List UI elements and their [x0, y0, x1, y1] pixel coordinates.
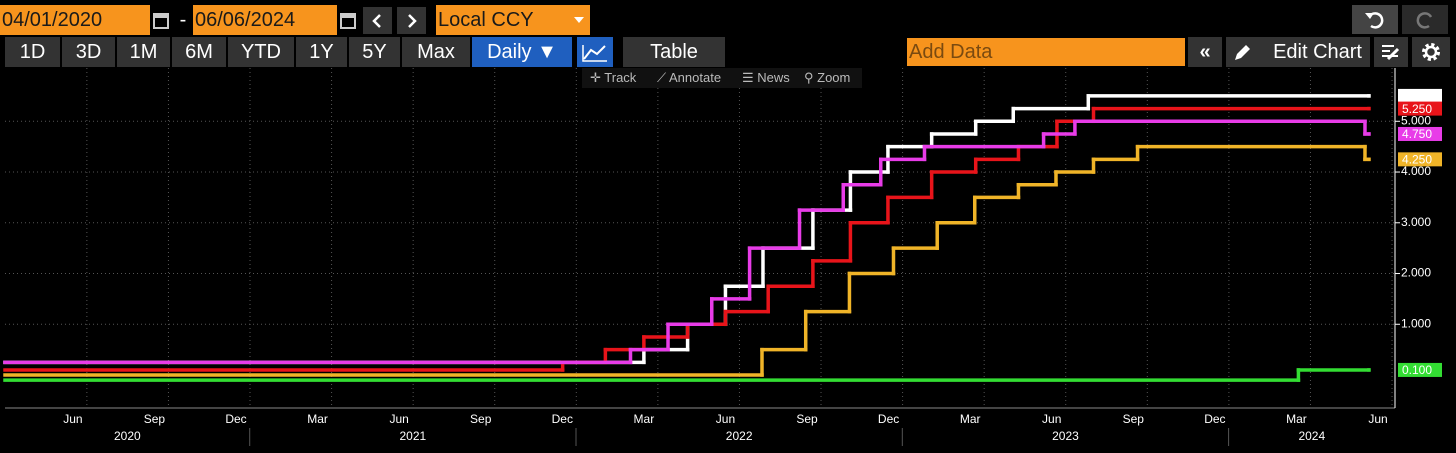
- last-value-tag: [1398, 362, 1442, 377]
- calendar-icon[interactable]: [340, 11, 356, 29]
- date-separator: -: [179, 9, 187, 31]
- year-label: 2021: [400, 429, 427, 443]
- x-tick-label: Sep: [144, 412, 166, 426]
- collapse-button[interactable]: «: [1188, 37, 1222, 67]
- last-value-label: 5.500: [1402, 89, 1432, 103]
- y-tick-label: 2.000: [1401, 266, 1431, 280]
- undo-button[interactable]: [1352, 5, 1398, 34]
- x-tick-label: Jun: [1042, 412, 1061, 426]
- period-button[interactable]: Max: [402, 37, 470, 67]
- x-tick-label: Mar: [307, 412, 328, 426]
- x-tick-label: Dec: [1204, 412, 1225, 426]
- track-tool[interactable]: ✛ Track: [590, 70, 637, 85]
- chart-tools: [582, 68, 862, 88]
- next-button[interactable]: [397, 7, 426, 34]
- year-label: 2024: [1298, 429, 1325, 443]
- currency-select[interactable]: Local CCY: [436, 5, 590, 35]
- y-tick-label: 1.000: [1401, 316, 1431, 330]
- end-date[interactable]: 06/06/2024: [193, 5, 337, 35]
- zoom-tool[interactable]: ⚲ Zoom: [804, 70, 851, 85]
- y-tick-label: 4.000: [1401, 164, 1431, 178]
- last-value-label: 5.250: [1402, 102, 1432, 116]
- x-tick-label: Mar: [960, 412, 981, 426]
- add-data-input[interactable]: Add Data: [907, 38, 1185, 66]
- x-tick-label: Sep: [470, 412, 492, 426]
- period-button[interactable]: 3D: [62, 37, 115, 67]
- settings-button[interactable]: [1412, 37, 1450, 67]
- x-tick-label: Mar: [1286, 412, 1307, 426]
- x-tick-label: Jun: [716, 412, 735, 426]
- x-tick-label: Dec: [225, 412, 246, 426]
- last-value-tag: [1398, 101, 1442, 116]
- tool-text: Track: [604, 70, 637, 85]
- last-value-label: 0.100: [1402, 363, 1432, 377]
- calendar-icon[interactable]: [153, 11, 169, 29]
- period-button[interactable]: 1D: [5, 37, 60, 67]
- last-value-tag: [1398, 88, 1442, 103]
- y-tick-label: 5.000: [1401, 113, 1431, 127]
- annotate-tool[interactable]: ⟋ Annotate: [657, 70, 722, 85]
- y-tick-label: 3.000: [1401, 215, 1431, 229]
- table-button[interactable]: Table: [623, 37, 725, 67]
- x-tick-label: Sep: [796, 412, 818, 426]
- period-button[interactable]: 1Y: [296, 37, 347, 67]
- year-label: 2022: [726, 429, 753, 443]
- x-tick-label: Jun: [63, 412, 82, 426]
- tool-text: Annotate: [669, 70, 722, 85]
- currency-text: Local CCY: [438, 9, 534, 31]
- x-tick-label: Sep: [1123, 412, 1145, 426]
- period-button[interactable]: YTD: [228, 37, 294, 67]
- redo-button[interactable]: [1402, 5, 1448, 34]
- last-value-tag: [1398, 152, 1442, 167]
- plot-area: [0, 68, 1456, 408]
- edit-icon-button[interactable]: [1374, 37, 1408, 67]
- x-tick-label: Dec: [552, 412, 573, 426]
- chart-type-button[interactable]: [577, 37, 613, 67]
- tool-text: Zoom: [817, 70, 851, 85]
- edit-chart-text: Edit Chart: [1273, 41, 1362, 63]
- year-label: 2020: [114, 429, 141, 443]
- x-tick-label: Mar: [634, 412, 655, 426]
- edit-chart-button[interactable]: Edit Chart: [1226, 37, 1370, 67]
- tool-text: News: [757, 70, 790, 85]
- last-value-label: 4.250: [1402, 153, 1432, 167]
- year-label: 2023: [1052, 429, 1079, 443]
- x-tick-label: Jun: [389, 412, 408, 426]
- period-button[interactable]: 5Y: [349, 37, 400, 67]
- period-button[interactable]: 6M: [172, 37, 226, 67]
- x-tick-label: Jun: [1368, 412, 1387, 426]
- x-tick-label: Dec: [878, 412, 899, 426]
- prev-button[interactable]: [363, 7, 392, 34]
- last-value-label: 4.750: [1402, 127, 1432, 141]
- frequency-select[interactable]: Daily ▼: [472, 37, 572, 67]
- start-date[interactable]: 04/01/2020: [0, 5, 150, 35]
- last-value-tag: [1398, 126, 1442, 141]
- period-button[interactable]: 1M: [117, 37, 170, 67]
- news-tool[interactable]: ☰ News: [742, 70, 790, 85]
